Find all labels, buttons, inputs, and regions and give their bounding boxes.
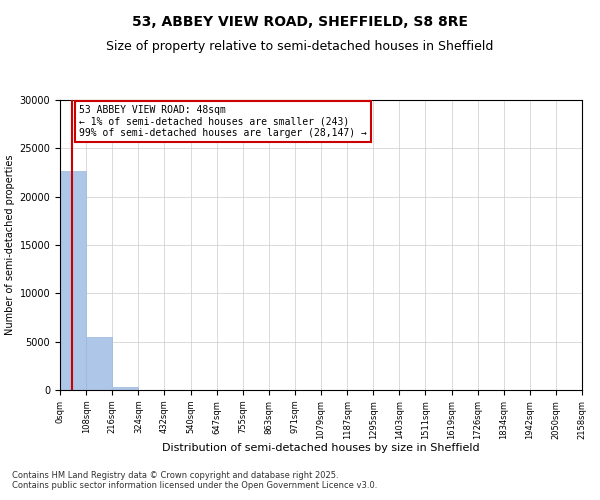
Text: 53 ABBEY VIEW ROAD: 48sqm
← 1% of semi-detached houses are smaller (243)
99% of : 53 ABBEY VIEW ROAD: 48sqm ← 1% of semi-d…	[79, 105, 367, 138]
Bar	[60, 170, 86, 390]
Bar	[113, 387, 138, 390]
Bar	[86, 337, 112, 390]
Text: Contains HM Land Registry data © Crown copyright and database right 2025.
Contai: Contains HM Land Registry data © Crown c…	[12, 470, 377, 490]
Text: Size of property relative to semi-detached houses in Sheffield: Size of property relative to semi-detach…	[106, 40, 494, 53]
Text: 53, ABBEY VIEW ROAD, SHEFFIELD, S8 8RE: 53, ABBEY VIEW ROAD, SHEFFIELD, S8 8RE	[132, 15, 468, 29]
X-axis label: Distribution of semi-detached houses by size in Sheffield: Distribution of semi-detached houses by …	[162, 443, 480, 453]
Y-axis label: Number of semi-detached properties: Number of semi-detached properties	[5, 155, 15, 336]
